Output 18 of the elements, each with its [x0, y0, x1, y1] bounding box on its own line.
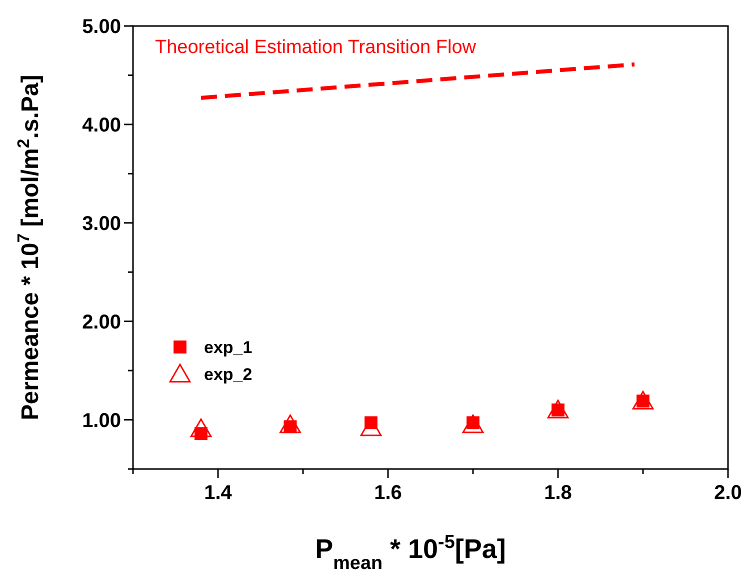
x-tick-label: 2.0 [714, 482, 742, 504]
point [632, 390, 654, 410]
x-tick-label: 1.8 [544, 482, 572, 504]
y-tick-label: 3.00 [82, 212, 121, 235]
y-tick-label: 4.00 [82, 114, 121, 136]
x-axis-title: P$_{mean}$ * 10$^{-5}$[Pa] [315, 532, 506, 570]
point [462, 414, 484, 434]
point [547, 400, 569, 418]
x-tick-label: 1.6 [374, 482, 402, 504]
point [280, 414, 301, 434]
series-label: Theoretical Estimation Transition Flow [155, 37, 476, 58]
y-tick-label: 1.00 [82, 410, 121, 432]
y-tick-label: 2.00 [82, 311, 121, 334]
point [190, 418, 212, 438]
legend-label: exp_2 [204, 364, 252, 384]
legend-label: exp_1 [204, 338, 252, 357]
y-tick-label: 5.00 [82, 16, 121, 38]
x-tick-label: 1.4 [204, 482, 233, 504]
